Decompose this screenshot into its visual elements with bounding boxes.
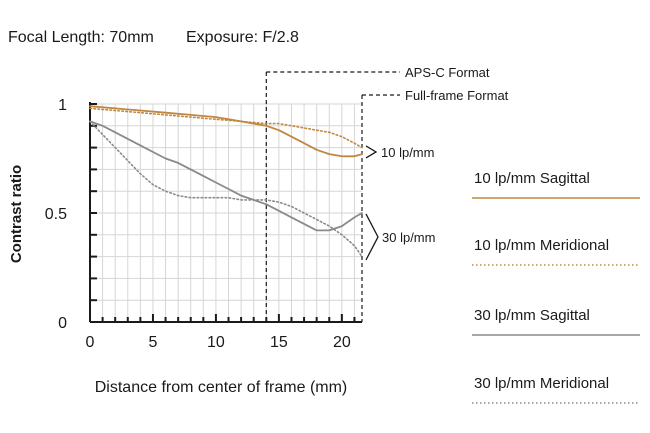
axis-ticks: 0 5 10 15 20 1 0.5 0	[45, 97, 356, 351]
x-tick-label: 5	[149, 334, 158, 351]
grid	[90, 103, 362, 322]
legend-entry-label: 30 lp/mm Sagittal	[474, 307, 590, 324]
format-markers: APS-C Format Full-frame Format	[265, 65, 509, 322]
y-axis-label: Contrast ratio	[8, 165, 25, 263]
legend-entry-label: 10 lp/mm Sagittal	[474, 170, 590, 187]
x-axis-label: Distance from center of frame (mm)	[95, 379, 348, 396]
legend: 10 lp/mm Sagittal 10 lp/mm Meridional 30 l…	[472, 170, 640, 404]
y-tick-label: 1	[58, 97, 67, 114]
x-tick-label: 20	[333, 334, 351, 351]
x-tick-label: 15	[270, 334, 288, 351]
y-tick-label: 0	[58, 315, 67, 332]
axes	[89, 102, 362, 323]
frequency-group-labels: 10 lp/mm 30 lp/mm	[365, 145, 435, 261]
legend-entry-label: 10 lp/mm Meridional	[474, 237, 609, 254]
focal-length-label: Focal Length: 70mm	[8, 29, 154, 46]
legend-entry-label: 30 lp/mm Meridional	[474, 375, 609, 392]
series-line	[89, 105, 363, 158]
x-tick-label: 0	[86, 334, 95, 351]
group-label: 30 lp/mm	[382, 230, 435, 245]
series-line	[89, 107, 363, 149]
format-marker-label: APS-C Format	[405, 65, 490, 80]
group-bracket	[365, 213, 379, 261]
format-marker-label: Full-frame Format	[405, 88, 509, 103]
x-tick-label: 10	[207, 334, 225, 351]
series-line	[89, 120, 363, 232]
y-tick-label: 0.5	[45, 206, 67, 223]
group-label: 10 lp/mm	[381, 145, 434, 160]
series-lines	[89, 105, 363, 258]
series-line	[89, 120, 363, 258]
group-bracket	[365, 145, 378, 159]
exposure-label: Exposure: F/2.8	[186, 29, 299, 46]
